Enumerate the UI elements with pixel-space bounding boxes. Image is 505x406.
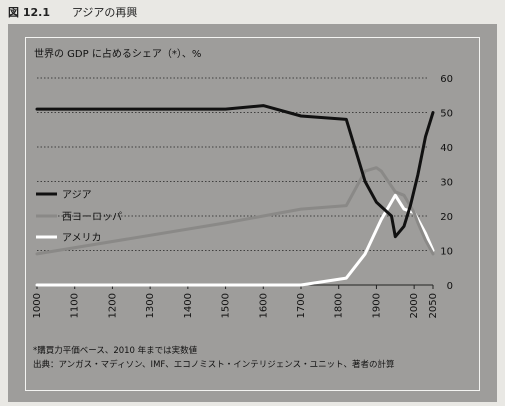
x-tick-label: 2000	[409, 293, 420, 318]
y-tick-label: 50	[440, 109, 453, 120]
x-tick-label: 1900	[371, 293, 382, 318]
y-tick-label: 0	[447, 281, 453, 292]
series-line	[35, 193, 435, 287]
figure-number: 図 12.1	[8, 6, 50, 19]
legend-label: アメリカ	[62, 232, 102, 244]
legend-label: 西ヨーロッパ	[62, 211, 122, 223]
figure-header: 図 12.1 アジアの再興	[8, 4, 137, 24]
x-tick-label: 1100	[70, 293, 81, 318]
chart-title: 世界の GDP に占めるシェア（*）、%	[34, 47, 201, 60]
figure-title: アジアの再興	[71, 6, 138, 19]
x-tick-label: 1500	[221, 293, 232, 318]
series-line	[35, 104, 435, 239]
chart-panel: 世界の GDP に占めるシェア（*）、% 0 10 20 30 40 50 60 1000 110…	[8, 24, 497, 402]
legend-label: アジア	[62, 190, 92, 201]
line-chart: 世界の GDP に占めるシェア（*）、% 0 10 20 30 40 50 60 1000 110…	[32, 47, 453, 318]
chart-frame	[25, 37, 480, 391]
y-tick-label: 40	[440, 143, 453, 154]
x-tick-label: 1200	[107, 293, 118, 318]
y-tick-label: 60	[440, 74, 453, 85]
chart-source: 出典：アンガス・マディソン、IMF、エコノミスト・インテリジェンス・ユニット、著…	[33, 360, 395, 370]
chart-footnote: *購買力平価ベース、2010 年までは実数値	[33, 346, 198, 356]
x-tick-label: 1000	[32, 293, 43, 318]
series-line	[35, 166, 435, 256]
y-tick-label: 20	[440, 212, 453, 223]
x-tick-label: 1700	[296, 293, 307, 318]
x-tick-label: 1300	[145, 293, 156, 318]
x-tick-label: 1600	[258, 293, 269, 318]
y-tick-label: 30	[440, 178, 453, 189]
x-tick-label: 1400	[183, 293, 194, 318]
y-tick-label: 10	[440, 247, 453, 258]
x-tick-label: 1800	[334, 293, 345, 318]
x-tick-label: 2050	[428, 293, 439, 318]
